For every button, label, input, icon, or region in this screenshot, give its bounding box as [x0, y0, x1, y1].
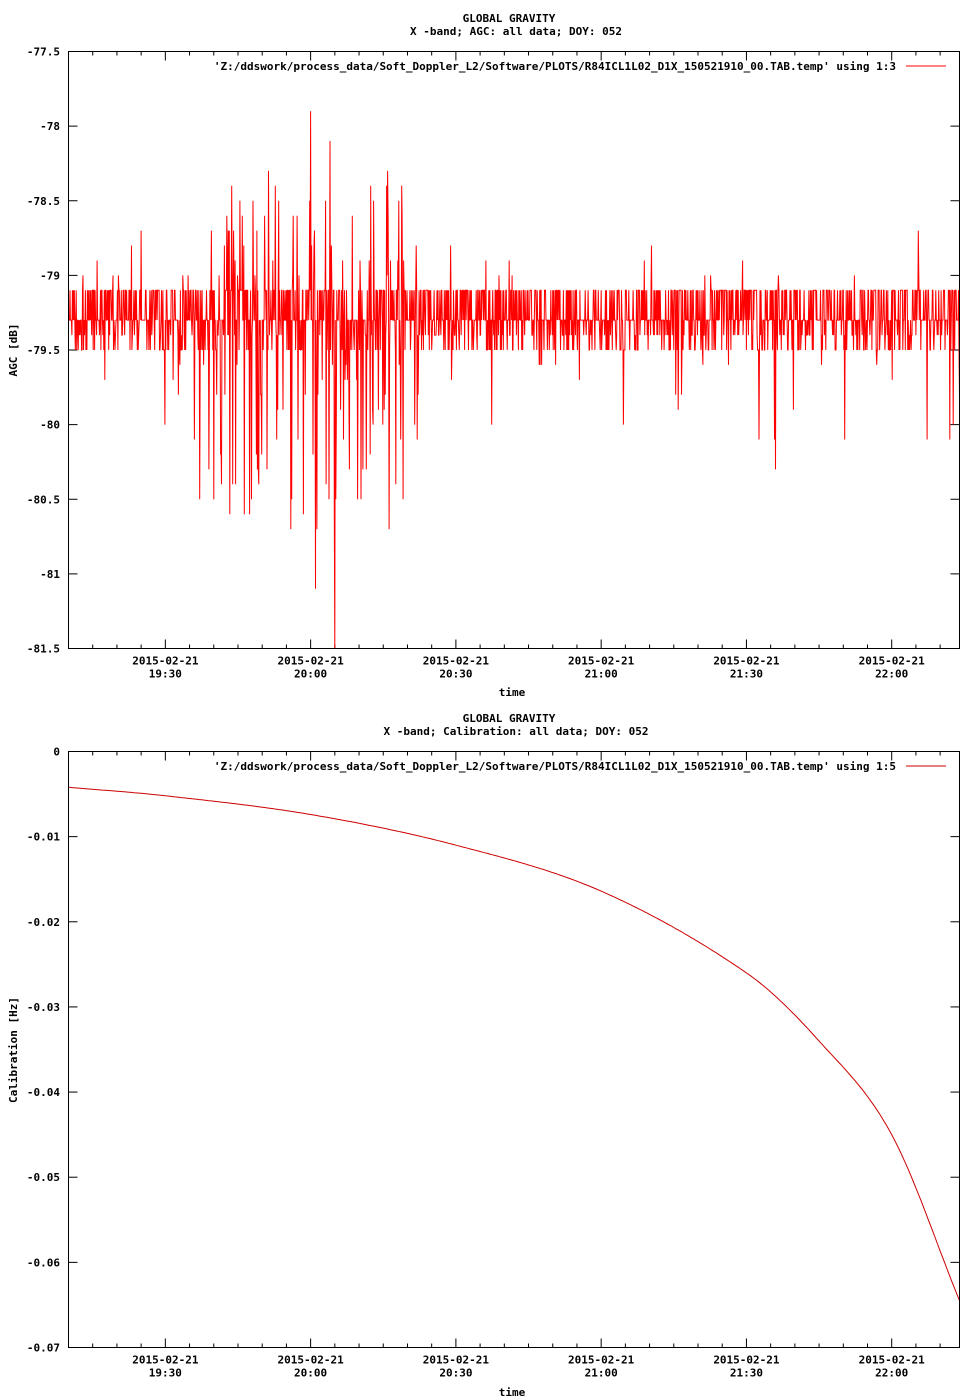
calibration-x-tick-date: 2015-02-21: [568, 1354, 635, 1367]
agc-legend-label: 'Z:/ddswork/process_data/Soft_Doppler_L2…: [214, 60, 896, 73]
agc-y-tick-label: -79.5: [27, 344, 60, 357]
calibration-y-axis-label: Calibration [Hz]: [7, 997, 20, 1103]
agc-x-axis-label: time: [499, 686, 526, 699]
calibration-x-tick-time: 19:30: [149, 1367, 182, 1380]
calibration-y-tick-label: -0.05: [27, 1171, 60, 1184]
calibration-x-tick-date: 2015-02-21: [132, 1354, 199, 1367]
calibration-y-tick-label: -0.03: [27, 1001, 60, 1014]
calibration-x-tick-date: 2015-02-21: [713, 1354, 780, 1367]
calibration-x-tick-time: 20:00: [294, 1367, 327, 1380]
agc-x-tick-time: 20:00: [294, 668, 327, 681]
agc-x-tick-date: 2015-02-21: [713, 655, 780, 668]
calibration-y-tick-label: -0.07: [27, 1342, 60, 1355]
agc-x-tick-time: 22:00: [875, 668, 908, 681]
calibration-x-tick-time: 21:30: [730, 1367, 763, 1380]
calibration-x-tick-date: 2015-02-21: [859, 1354, 926, 1367]
agc-x-tick-date: 2015-02-21: [278, 655, 345, 668]
agc-plot-frame: [68, 51, 960, 649]
agc-x-tick-time: 19:30: [149, 668, 182, 681]
agc-x-tick-date: 2015-02-21: [423, 655, 490, 668]
calibration-x-tick-time: 20:30: [439, 1367, 472, 1380]
agc-y-tick-label: -80: [40, 419, 60, 432]
agc-chart: GLOBAL GRAVITY X -band; AGC: all data; D…: [7, 12, 960, 699]
calibration-y-tick-label: -0.04: [27, 1086, 60, 1099]
calibration-y-tick-label: -0.06: [27, 1256, 60, 1269]
agc-y-tick-label: -79: [40, 269, 60, 282]
agc-x-tick-time: 21:00: [585, 668, 618, 681]
calibration-legend-label: 'Z:/ddswork/process_data/Soft_Doppler_L2…: [214, 760, 896, 773]
calibration-chart: GLOBAL GRAVITY X -band; Calibration: all…: [7, 712, 960, 1399]
agc-y-tick-label: -81.5: [27, 643, 60, 656]
agc-x-tick-date: 2015-02-21: [859, 655, 926, 668]
agc-series-line: [68, 111, 960, 649]
agc-y-tick-label: -78.5: [27, 195, 60, 208]
calibration-x-tick-date: 2015-02-21: [278, 1354, 345, 1367]
agc-x-tick-time: 21:30: [730, 668, 763, 681]
calibration-y-tick-label: 0: [53, 746, 60, 759]
calibration-series-line: [68, 786, 960, 1301]
calibration-chart-title: GLOBAL GRAVITY: [463, 712, 556, 725]
agc-y-tick-label: -78: [40, 120, 60, 133]
agc-chart-title: GLOBAL GRAVITY: [463, 12, 556, 25]
calibration-x-tick-time: 22:00: [875, 1367, 908, 1380]
calibration-x-tick-time: 21:00: [585, 1367, 618, 1380]
agc-y-axis-label: AGC [dB]: [7, 324, 20, 377]
agc-y-tick-label: -80.5: [27, 493, 60, 506]
agc-y-tick-label: -81: [40, 568, 60, 581]
calibration-chart-subtitle: X -band; Calibration: all data; DOY: 052: [384, 725, 649, 738]
calibration-plot-frame: [68, 751, 960, 1348]
calibration-x-tick-date: 2015-02-21: [423, 1354, 490, 1367]
calibration-y-tick-label: -0.02: [27, 916, 60, 929]
calibration-y-tick-label: -0.01: [27, 831, 60, 844]
agc-y-tick-label: -77.5: [27, 46, 60, 59]
agc-x-tick-time: 20:30: [439, 668, 472, 681]
agc-chart-subtitle: X -band; AGC: all data; DOY: 052: [410, 25, 622, 38]
calibration-x-axis-label: time: [499, 1386, 526, 1399]
agc-x-tick-date: 2015-02-21: [568, 655, 635, 668]
agc-x-tick-date: 2015-02-21: [132, 655, 199, 668]
